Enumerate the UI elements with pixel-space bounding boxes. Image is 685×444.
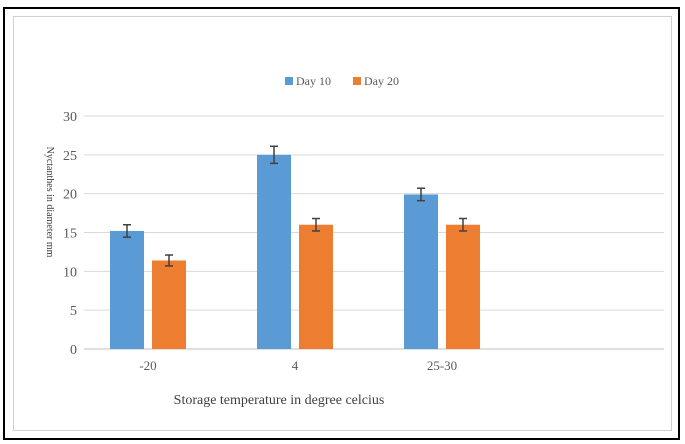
legend-label: Day 10 <box>296 74 331 88</box>
bar-day-20 <box>152 260 186 349</box>
chart-frame: 0 5 10 15 20 25 30 -20 4 25-30 Day 10 Day 20 Nyct… <box>3 7 680 440</box>
legend-swatch <box>285 77 293 85</box>
legend: Day 10 Day 20 <box>285 74 399 88</box>
bar-day-10 <box>404 194 438 349</box>
legend-label: Day 20 <box>364 74 399 88</box>
x-tick-labels: -20 4 25-30 <box>139 358 457 373</box>
bar-day-10 <box>110 230 144 349</box>
y-tick-label: 30 <box>63 110 77 125</box>
y-tick-label: 20 <box>63 188 77 203</box>
y-tick-label: 25 <box>63 149 77 164</box>
y-tick-labels: 0 5 10 15 20 25 30 <box>63 110 77 358</box>
legend-swatch <box>353 77 361 85</box>
x-tick-label: 25-30 <box>427 358 457 373</box>
y-tick-label: 10 <box>63 265 77 280</box>
y-tick-label: 0 <box>70 343 77 358</box>
y-axis-label: Nyctanthes in diameter mm <box>44 147 55 258</box>
x-tick-label: 4 <box>292 358 299 373</box>
bar-day-10 <box>257 154 291 349</box>
bars <box>110 145 480 349</box>
chart-area: 0 5 10 15 20 25 30 -20 4 25-30 Day 10 Day 20 Nyct… <box>13 16 672 431</box>
bar-day-20 <box>446 224 480 349</box>
y-tick-label: 5 <box>70 304 77 319</box>
x-axis-label: Storage temperature in degree celcius <box>174 393 385 408</box>
bar-day-20 <box>299 224 333 349</box>
y-tick-label: 15 <box>63 227 77 242</box>
x-tick-label: -20 <box>139 358 156 373</box>
bar-chart: 0 5 10 15 20 25 30 -20 4 25-30 Day 10 Day 20 Nyct… <box>44 74 664 408</box>
